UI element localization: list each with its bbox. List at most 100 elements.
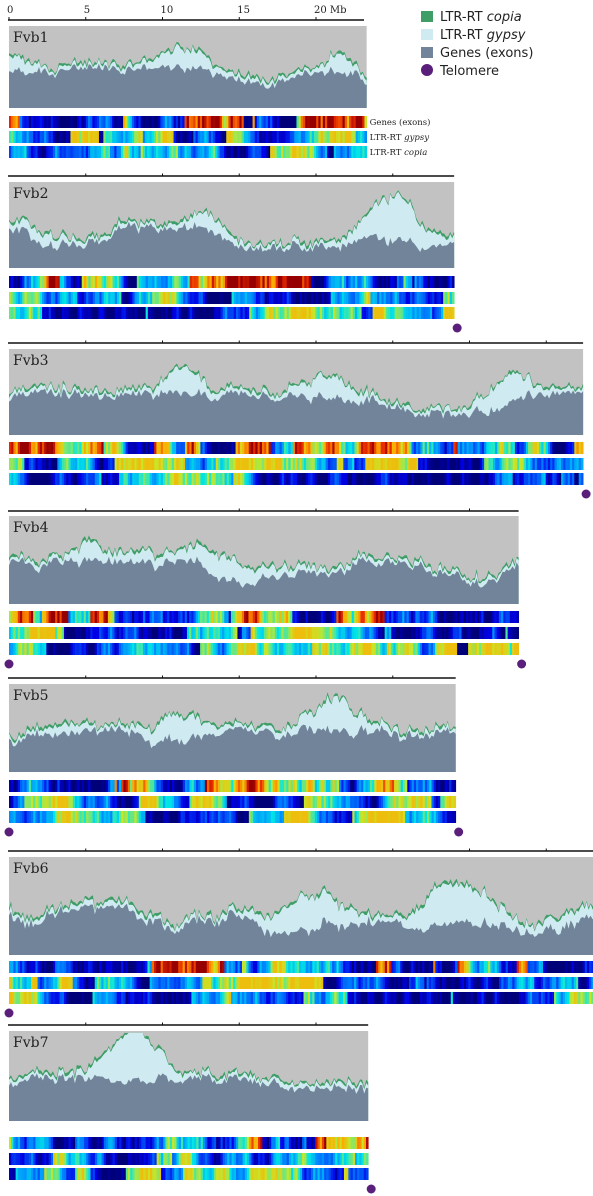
- heatmap-cell: [343, 1168, 347, 1180]
- heatmap-cell: [94, 1137, 98, 1149]
- heatmap-cell: [11, 780, 14, 792]
- heatmap-cell: [266, 1168, 270, 1180]
- heatmap-cell: [61, 627, 65, 639]
- heatmap-cell: [302, 1153, 305, 1165]
- heatmap-cell: [237, 116, 240, 128]
- heatmap-cell: [395, 961, 399, 973]
- heatmap-cell: [539, 458, 542, 470]
- heatmap-cell: [224, 131, 227, 143]
- heatmap-cell: [313, 307, 316, 319]
- heatmap-cell: [162, 611, 166, 623]
- heatmap-cell: [343, 442, 346, 454]
- heatmap-cell: [202, 811, 206, 823]
- heatmap-cell: [169, 992, 173, 1004]
- heatmap-cell: [118, 131, 122, 143]
- heatmap-cell: [499, 992, 502, 1004]
- heatmap-cell: [408, 977, 412, 989]
- heatmap-cell: [324, 292, 327, 304]
- heatmap-cell: [233, 1137, 237, 1149]
- heatmap-cell: [151, 442, 155, 454]
- heatmap-cell: [9, 458, 12, 470]
- heatmap-cell: [176, 780, 179, 792]
- heatmap-cell: [99, 992, 102, 1004]
- heatmap-cell: [426, 442, 430, 454]
- heatmap-cell: [582, 977, 586, 989]
- heatmap-cell: [127, 116, 131, 128]
- heatmap-cell: [349, 458, 353, 470]
- heatmap-cell: [382, 458, 386, 470]
- heatmap-cell: [475, 473, 478, 485]
- heatmap-cell: [197, 611, 201, 623]
- heatmap-cell: [125, 796, 129, 808]
- heatmap-cell: [323, 811, 327, 823]
- heatmap-cell: [272, 643, 276, 655]
- heatmap-cell: [451, 796, 454, 808]
- heatmap-cell: [534, 977, 537, 989]
- heatmap-cell: [26, 992, 30, 1004]
- heatmap-cell: [15, 796, 19, 808]
- heatmap-cell: [61, 146, 65, 158]
- heatmap-cell: [116, 796, 120, 808]
- heatmap-cell: [191, 611, 194, 623]
- heatmap-cell: [105, 627, 109, 639]
- heatmap-cell: [9, 992, 12, 1004]
- heatmap-cell: [161, 1137, 164, 1149]
- heatmap-cell: [360, 627, 364, 639]
- heatmap-cell: [273, 307, 277, 319]
- heatmap-cell: [172, 276, 175, 288]
- heatmap-cell: [164, 627, 168, 639]
- heatmap-cell: [432, 611, 436, 623]
- heatmap-cell: [28, 292, 32, 304]
- heatmap-cell: [90, 458, 93, 470]
- heatmap-cell: [145, 796, 149, 808]
- heatmap-cell: [514, 442, 518, 454]
- heatmap-cell: [123, 1137, 127, 1149]
- heatmap-cell: [363, 442, 366, 454]
- heatmap-cell: [385, 780, 388, 792]
- heatmap-cell: [134, 1168, 138, 1180]
- heatmap-cell: [318, 116, 321, 128]
- heatmap-cell: [13, 961, 16, 973]
- heatmap-cell: [94, 292, 98, 304]
- heatmap-cell: [85, 992, 89, 1004]
- heatmap-cell: [367, 977, 370, 989]
- heatmap-cell: [116, 977, 120, 989]
- heatmap-cell: [461, 992, 465, 1004]
- chromosome-label: Fvb7: [13, 1035, 49, 1051]
- heatmap-cell: [278, 116, 282, 128]
- heatmap-cell: [130, 276, 133, 288]
- heatmap-cell: [321, 442, 324, 454]
- heatmap-cell: [576, 473, 580, 485]
- heatmap-cell: [37, 1153, 41, 1165]
- heatmap-cell: [154, 292, 158, 304]
- heatmap-cell: [329, 977, 333, 989]
- heatmap-cell: [213, 146, 216, 158]
- heatmap-cell: [459, 977, 463, 989]
- heatmap-cell: [224, 292, 228, 304]
- heatmap-cell: [580, 442, 584, 454]
- heatmap-cell: [340, 643, 344, 655]
- heatmap-cell: [362, 643, 366, 655]
- heatmap-cell: [270, 796, 274, 808]
- heatmap-cell: [116, 1168, 120, 1180]
- heatmap-cell: [400, 643, 403, 655]
- heatmap-cell: [371, 643, 375, 655]
- heatmap-cell: [392, 276, 396, 288]
- heatmap-cell: [195, 146, 199, 158]
- heatmap-cell: [88, 811, 91, 823]
- heatmap-cell: [187, 442, 190, 454]
- heatmap-cell: [83, 442, 87, 454]
- heatmap-cell: [101, 131, 104, 143]
- heatmap-cell: [136, 977, 140, 989]
- heatmap-cell: [266, 796, 270, 808]
- heatmap-cell: [15, 458, 19, 470]
- heatmap-cell: [406, 992, 410, 1004]
- heatmap-cell: [163, 811, 166, 823]
- heatmap-cell: [79, 131, 82, 143]
- heatmap-cell: [202, 146, 205, 158]
- heatmap-cell: [138, 992, 142, 1004]
- heatmap-cell: [252, 116, 256, 128]
- heatmap-cell: [541, 473, 544, 485]
- heatmap-cell: [17, 961, 21, 973]
- heatmap-cell: [26, 977, 30, 989]
